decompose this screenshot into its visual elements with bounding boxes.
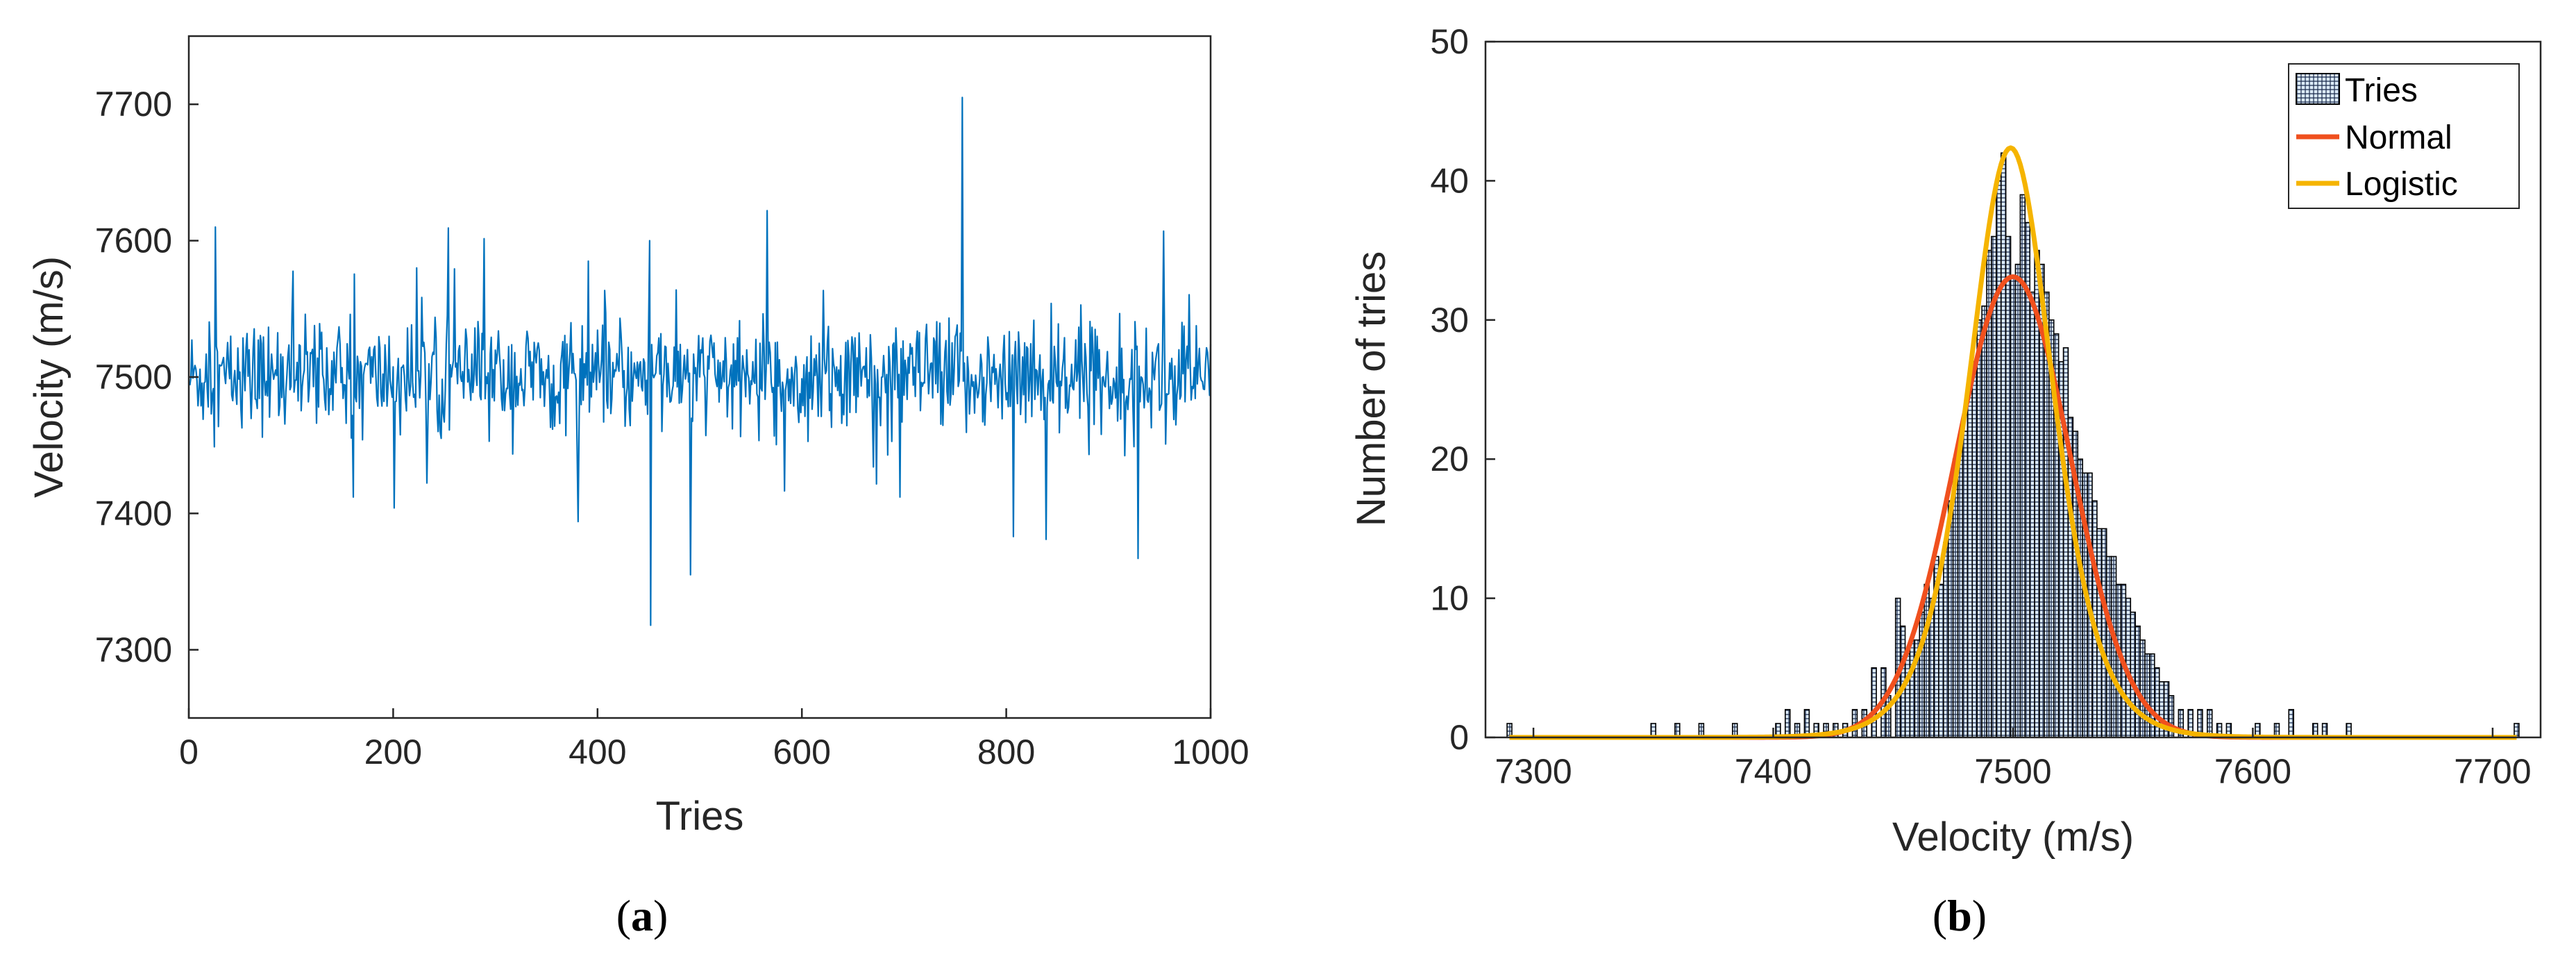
chart-b-ytick-label: 40 <box>1430 161 1469 200</box>
histogram-bar <box>2130 611 2136 738</box>
chart-b-xlabel: Velocity (m/s) <box>1892 814 2134 860</box>
chart-b-ytick-label: 10 <box>1430 579 1469 618</box>
chart-a-ticks-group: 0 200 400 600 800 1000 7300 7400 7500 7600 7700 <box>95 85 1249 771</box>
chart-a-xtick-label: 1000 <box>1172 733 1249 771</box>
chart-a: 0 200 400 600 800 1000 7300 7400 7500 7600 7700 Tr… <box>26 35 1249 839</box>
histogram-bar <box>2101 528 2107 738</box>
chart-b: 7300 7400 7500 7600 7700 0 10 20 30 40 50 Velocity… <box>1349 22 2542 860</box>
panel-label-b-letter: b <box>1947 891 1972 940</box>
histogram-bar <box>2000 152 2007 738</box>
chart-a-ytick-label: 7300 <box>95 630 172 669</box>
panel-label-a-letter: a <box>631 891 653 940</box>
histogram-bar <box>2288 709 2294 738</box>
panel-label-b-open: ( <box>1933 891 1947 940</box>
legend-label-tries: Tries <box>2345 72 2418 109</box>
chart-b-ytick-label: 30 <box>1430 301 1469 340</box>
legend-label-logistic: Logistic <box>2345 166 2458 203</box>
chart-b-histogram-group <box>1506 152 2520 738</box>
histogram-bar <box>1962 431 1969 738</box>
chart-a-xlabel: Tries <box>656 794 744 839</box>
histogram-bar <box>2135 625 2141 738</box>
chart-a-ytick-label: 7600 <box>95 222 172 260</box>
chart-b-ytick-label: 20 <box>1430 440 1469 478</box>
histogram-bar <box>1909 639 1916 738</box>
panel-label-a-close: ) <box>653 891 668 940</box>
panel-label-a: (a) <box>616 891 668 940</box>
panel-label-b-close: ) <box>1972 891 1987 940</box>
chart-a-xtick-label: 400 <box>569 733 626 771</box>
histogram-bar <box>1967 389 1973 738</box>
histogram-bar <box>2019 194 2026 738</box>
chart-a-ytick-label: 7400 <box>95 494 172 533</box>
histogram-bar <box>1923 583 1930 738</box>
chart-b-xtick-label: 7300 <box>1495 752 1572 791</box>
chart-a-xtick-label: 600 <box>773 733 830 771</box>
chart-b-ytick-label: 50 <box>1430 22 1469 61</box>
histogram-bar <box>1957 444 1964 738</box>
histogram-bar <box>1785 709 1791 738</box>
histogram-bar <box>2139 639 2146 738</box>
histogram-bar <box>1904 653 1911 738</box>
panel-label-b: (b) <box>1933 891 1987 940</box>
histogram-bar <box>1996 180 2002 738</box>
chart-b-ticks-group: 7300 7400 7500 7600 7700 0 10 20 30 40 50 <box>1430 22 2531 791</box>
chart-a-ytick-label: 7700 <box>95 85 172 124</box>
histogram-bar <box>2029 291 2035 738</box>
chart-a-xtick-label: 800 <box>977 733 1035 771</box>
histogram-bar <box>1976 319 1982 738</box>
histogram-bar <box>1871 667 1877 738</box>
histogram-bar <box>2144 653 2150 738</box>
chart-b-xtick-label: 7700 <box>2454 752 2531 791</box>
histogram-bar <box>1981 305 1987 738</box>
chart-b-xtick-label: 7600 <box>2214 752 2291 791</box>
chart-a-xtick-label: 0 <box>179 733 199 771</box>
chart-b-ylabel: Number of tries <box>1349 251 1394 526</box>
legend-swatch-hatch <box>2296 73 2340 105</box>
histogram-bar <box>2105 555 2112 738</box>
chart-b-xtick-label: 7400 <box>1735 752 1812 791</box>
histogram-bar <box>1943 542 1949 738</box>
histogram-bar <box>2005 235 2012 738</box>
chart-a-xtick-label: 200 <box>364 733 422 771</box>
chart-b-ytick-label: 0 <box>1449 718 1469 757</box>
chart-a-ylabel: Velocity (m/s) <box>26 256 71 498</box>
histogram-bar <box>1938 583 1944 738</box>
histogram-bar <box>2062 347 2069 738</box>
chart-a-series-group <box>189 97 1212 626</box>
histogram-bar <box>1971 361 1978 738</box>
histogram-bar <box>2010 277 2017 738</box>
chart-b-legend: Tries Normal Logistic <box>2288 63 2520 209</box>
histogram-bar <box>2014 263 2021 738</box>
legend-label-normal: Normal <box>2345 119 2452 156</box>
panel-label-a-open: ( <box>616 891 631 940</box>
legend-swatch-pattern <box>2296 73 2340 105</box>
chart-a-ytick-label: 7500 <box>95 358 172 396</box>
chart-a-series-line <box>189 97 1212 626</box>
chart-b-xtick-label: 7500 <box>1974 752 2051 791</box>
